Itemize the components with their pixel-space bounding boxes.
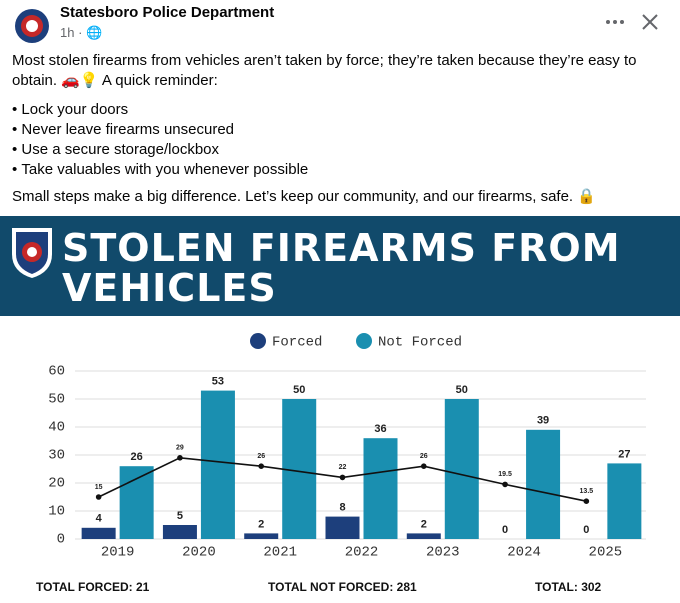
bar: [607, 463, 642, 539]
post-header-icons: [15, 9, 658, 43]
timestamp[interactable]: 1h · 🌐: [60, 25, 103, 40]
value-label: 0: [583, 524, 589, 536]
value-label: 26: [131, 451, 143, 463]
x-tick-label: 2020: [182, 545, 216, 561]
value-label: 2: [421, 518, 427, 530]
y-tick-label: 60: [48, 364, 65, 380]
trend-point: [583, 498, 590, 505]
value-label: 2: [258, 518, 264, 530]
x-tick-label: 2022: [345, 545, 379, 561]
value-label: 4: [96, 513, 103, 525]
y-tick-label: 30: [48, 448, 65, 464]
point-label: 19.5: [498, 471, 512, 478]
x-tick-label: 2024: [507, 545, 541, 561]
bullet: Never leave firearms unsecured: [12, 120, 652, 140]
bullet: Take valuables with you whenever possibl…: [12, 160, 652, 180]
time: 1h: [60, 25, 75, 40]
more-button[interactable]: [606, 20, 610, 24]
post-body: Most stolen firearms from vehicles aren’…: [12, 51, 652, 216]
footer-total: TOTAL NOT FORCED: 281: [268, 580, 417, 594]
point-label: 26: [257, 453, 265, 460]
value-label: 53: [212, 376, 224, 388]
value-label: 8: [339, 502, 345, 514]
value-label: 27: [618, 448, 630, 460]
y-tick-label: 20: [48, 476, 65, 492]
footer-total: TOTAL: 302: [535, 580, 602, 594]
trend-point: [502, 481, 508, 488]
y-tick-label: 10: [48, 504, 65, 520]
trend-point: [177, 455, 183, 461]
y-tick-label: 50: [48, 392, 65, 408]
logo: [12, 228, 52, 278]
y-tick-label: 40: [48, 420, 65, 436]
post-text: Most stolen firearms from vehicles aren’…: [12, 52, 637, 89]
point-label: 29: [176, 445, 184, 452]
bar: [244, 533, 279, 539]
banner-title: STOLEN FIREARMS FROM: [62, 226, 621, 270]
banner: STOLEN FIREARMS FROM VEHICLES: [0, 216, 680, 316]
bar: [162, 525, 197, 539]
close-button[interactable]: [642, 14, 658, 30]
trend-point: [95, 494, 102, 500]
bar: [282, 399, 317, 539]
x-tick-label: 2023: [426, 545, 460, 561]
bar: [526, 429, 561, 539]
legend-marker: [356, 333, 372, 349]
post-closing: Small steps make a big difference. Let’s…: [12, 188, 596, 205]
bar: [444, 399, 479, 539]
value-label: 39: [537, 415, 549, 427]
x-tick-label: 2021: [263, 545, 297, 561]
y-tick-label: 0: [57, 532, 65, 548]
legend-marker: [250, 333, 266, 349]
bar: [406, 533, 441, 539]
footer-total: TOTAL FORCED: 21: [36, 580, 150, 594]
bar: [119, 466, 154, 539]
point-label: 26: [420, 453, 428, 460]
trend-point: [420, 463, 427, 470]
legend-label: Not Forced: [378, 335, 462, 351]
bar: [325, 516, 360, 539]
legend-label: Forced: [272, 335, 322, 351]
banner-title: VEHICLES: [62, 266, 277, 310]
bar: [81, 527, 116, 539]
value-label: 36: [374, 423, 386, 435]
author[interactable]: Statesboro Police Department: [60, 4, 275, 21]
value-label: 0: [502, 524, 508, 536]
value-label: 50: [456, 384, 468, 396]
x-tick-label: 2019: [101, 545, 135, 561]
value-label: 5: [177, 510, 183, 522]
bullet: Lock your doors: [12, 100, 652, 120]
bullet-list: Lock your doorsNever leave firearms unse…: [12, 100, 652, 180]
bar: [200, 390, 235, 539]
trend-point: [258, 463, 265, 470]
point-label: 13.5: [580, 488, 594, 495]
bar: [363, 438, 398, 539]
value-label: 50: [293, 384, 305, 396]
point-label: 22: [339, 464, 347, 471]
trend-point: [339, 474, 346, 481]
x-tick-label: 2025: [589, 545, 623, 561]
bullet: Use a secure storage/lockbox: [12, 140, 652, 160]
point-label: 15: [95, 484, 103, 491]
